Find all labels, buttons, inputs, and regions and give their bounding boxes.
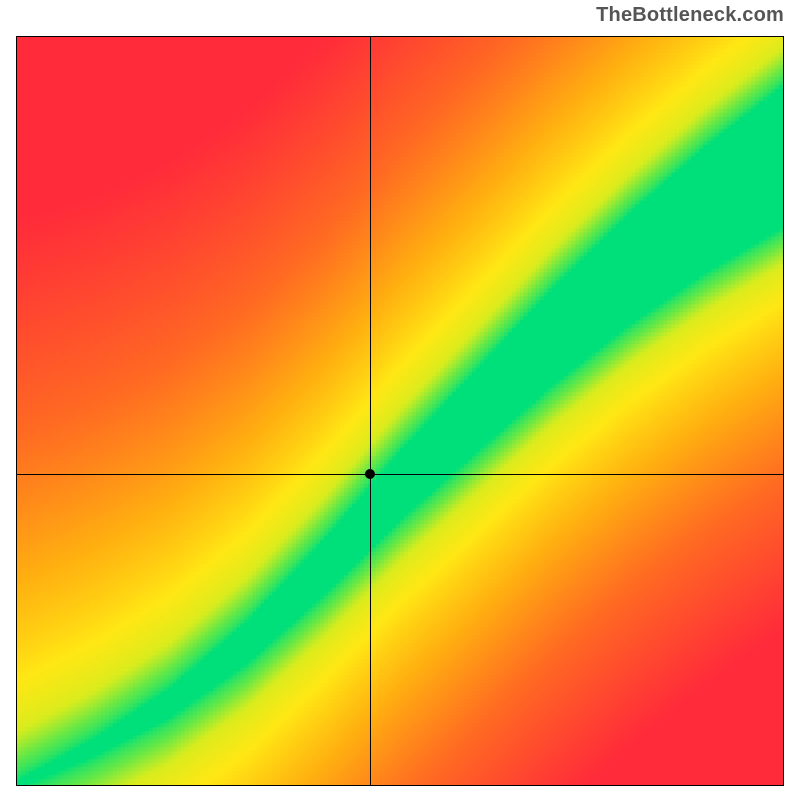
figure-container: TheBottleneck.com xyxy=(0,0,800,800)
heatmap-canvas xyxy=(17,37,783,785)
watermark-text: TheBottleneck.com xyxy=(596,4,784,27)
heatmap-plot xyxy=(16,36,784,786)
crosshair-vertical xyxy=(370,37,371,785)
crosshair-horizontal xyxy=(17,474,783,475)
crosshair-point xyxy=(365,469,375,479)
